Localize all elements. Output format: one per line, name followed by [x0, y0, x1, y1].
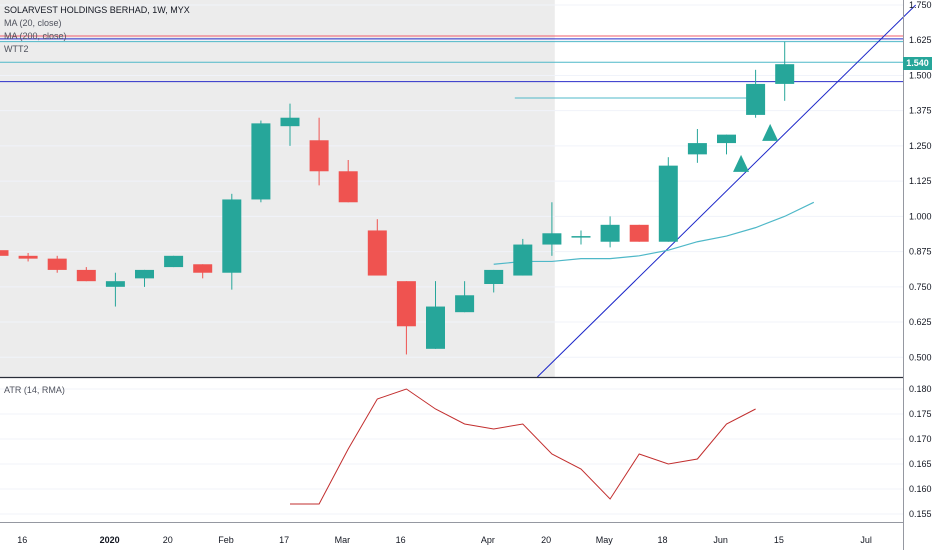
price-axis-tick: 1.750: [909, 0, 932, 10]
candle-body: [338, 171, 358, 203]
candle-body: [280, 117, 300, 127]
atr-axis-tick: 0.175: [909, 409, 932, 419]
chart-legend: SOLARVEST HOLDINGS BERHAD, 1W, MYX MA (2…: [4, 4, 190, 56]
candle-body: [367, 230, 387, 276]
buy-signal-marker: [733, 154, 750, 172]
candle-body: [571, 236, 591, 238]
candle-body: [47, 258, 67, 270]
candle-body: [600, 224, 620, 242]
shaded-region: [0, 0, 555, 377]
candle-body: [717, 134, 736, 144]
candle-body: [775, 64, 795, 84]
price-axis-tick: 0.625: [909, 317, 932, 327]
price-axis-tick: 1.000: [909, 211, 932, 221]
time-axis-tick: Jul: [860, 535, 872, 545]
atr-axis-tick: 0.160: [909, 484, 932, 494]
trendline: [536, 4, 917, 378]
candle-body: [513, 244, 533, 276]
atr-line: [290, 388, 756, 505]
time-axis-tick: 2020: [100, 535, 120, 545]
time-axis-tick: 20: [163, 535, 173, 545]
candle-body: [455, 295, 475, 313]
legend-ma20: MA (20, close): [4, 18, 62, 28]
candle-body: [105, 281, 125, 287]
candle-body: [746, 83, 766, 115]
atr-legend: ATR (14, RMA): [4, 385, 65, 395]
candle-body: [658, 165, 678, 242]
candle-body: [309, 140, 329, 172]
price-axis-tick: 1.625: [909, 35, 932, 45]
candle-body: [193, 264, 213, 273]
time-axis-tick: 16: [396, 535, 406, 545]
time-axis-tick: 15: [774, 535, 784, 545]
atr-axis-tick: 0.165: [909, 459, 932, 469]
candle-body: [629, 224, 649, 242]
candle-body: [0, 250, 9, 256]
price-axis-tick: 0.875: [909, 247, 932, 257]
atr-axis-tick: 0.155: [909, 509, 932, 519]
candle-body: [542, 233, 562, 245]
price-axis-tick: 0.750: [909, 282, 932, 292]
time-axis-tick: Feb: [218, 535, 234, 545]
legend-ma200: MA (200, close): [4, 31, 67, 41]
time-axis-tick: 18: [657, 535, 667, 545]
candle-body: [222, 199, 242, 273]
price-axis-tick: 1.125: [909, 176, 932, 186]
candle-body: [18, 255, 38, 259]
ma20-line: [493, 201, 815, 265]
time-axis-tick: Mar: [335, 535, 351, 545]
candle-body: [76, 269, 96, 282]
time-axis-tick: May: [596, 535, 614, 545]
candle-body: [135, 269, 154, 279]
price-axis-tick: 1.250: [909, 141, 932, 151]
time-axis-tick: 20: [541, 535, 551, 545]
candle-body: [251, 123, 271, 200]
candle-body: [164, 255, 184, 268]
time-axis-tick: Jun: [713, 535, 728, 545]
symbol-title: SOLARVEST HOLDINGS BERHAD, 1W, MYX: [4, 5, 190, 15]
candle-body: [687, 143, 707, 155]
candle-body: [396, 281, 416, 327]
price-axis-tick: 1.375: [909, 106, 932, 116]
time-axis-tick: 17: [279, 535, 289, 545]
price-axis-tick: 1.500: [909, 70, 932, 80]
atr-axis-tick: 0.170: [909, 434, 932, 444]
atr-axis-tick: 0.180: [909, 384, 932, 394]
candle-body: [426, 306, 445, 349]
price-axis-tick: 0.500: [909, 352, 932, 362]
buy-signal-marker: [762, 123, 779, 141]
time-axis-tick: Apr: [481, 535, 495, 545]
legend-wtt2: WTT2: [4, 44, 29, 54]
last-price-badge: 1.540: [903, 57, 932, 70]
time-axis-tick: 16: [17, 535, 27, 545]
candle-body: [484, 269, 504, 284]
